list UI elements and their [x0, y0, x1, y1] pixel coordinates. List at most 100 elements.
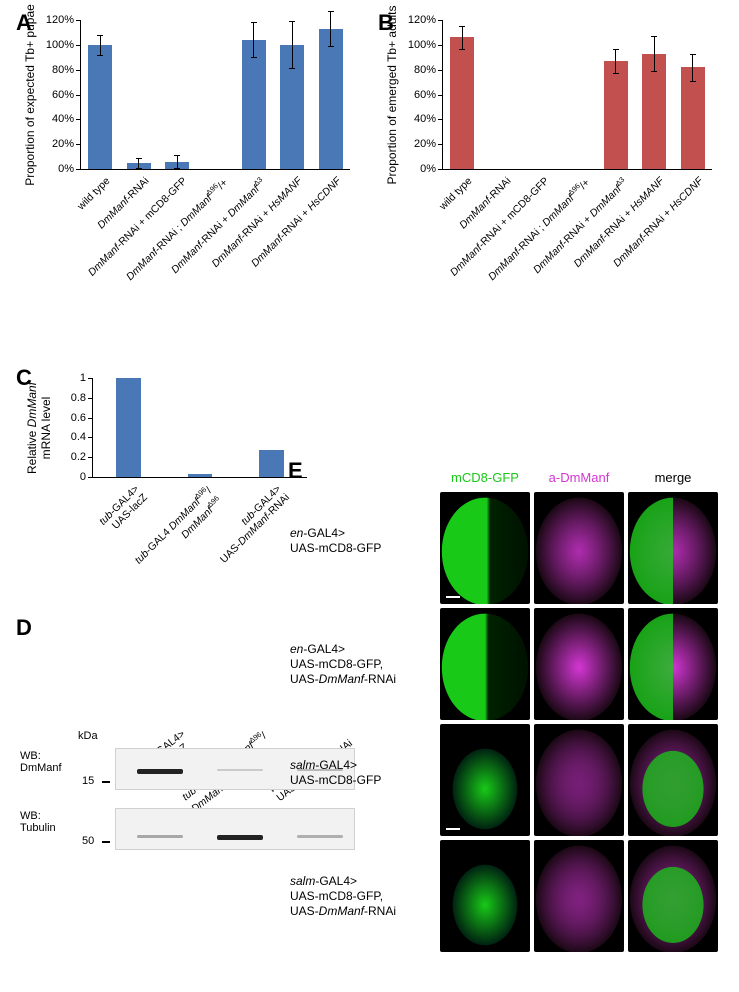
y-tick-label: 60% — [414, 89, 443, 101]
panel-e-row-label: en-GAL4>UAS-mCD8-GFP — [290, 526, 435, 556]
panel-e-row-label: salm-GAL4>UAS-mCD8-GFP,UAS-DmManf-RNAi — [290, 874, 435, 919]
wb-band — [137, 769, 183, 774]
y-tick-label: 20% — [52, 138, 81, 150]
error-bar — [138, 158, 139, 168]
bar — [188, 474, 213, 477]
microscopy-image — [534, 724, 624, 836]
panel-a-chart: 0%20%40%60%80%100%120%Proportion of expe… — [80, 20, 370, 170]
error-bar — [615, 49, 616, 74]
wb-band — [217, 835, 263, 840]
wb-marker-tick — [102, 781, 110, 783]
y-tick-label: 120% — [46, 14, 81, 26]
error-bar — [177, 155, 178, 167]
microscopy-image — [534, 840, 624, 952]
error-bar — [292, 21, 293, 68]
error-bar — [462, 26, 463, 48]
x-axis-label: tub-GAL4>UAS-DmManf-RNAi — [210, 483, 293, 566]
panel-e-col-header: a-DmManf — [534, 470, 624, 485]
microscopy-image — [440, 840, 530, 952]
wb-band — [217, 769, 263, 771]
error-cap — [328, 11, 334, 12]
error-bar — [330, 11, 331, 46]
bar — [242, 40, 266, 169]
microscopy-image — [534, 608, 624, 720]
y-tick-label: 80% — [52, 64, 81, 76]
microscopy-image — [440, 608, 530, 720]
figure: A 0%20%40%60%80%100%120%Proportion of ex… — [10, 10, 729, 982]
error-cap — [613, 73, 619, 74]
wb-row-label: WB: DmManf — [20, 750, 62, 774]
error-cap — [651, 36, 657, 37]
y-tick-label: 0 — [80, 471, 93, 483]
bar — [259, 450, 284, 477]
bar — [319, 29, 343, 169]
panel-e-col-header: merge — [628, 470, 718, 485]
microscopy-image — [534, 492, 624, 604]
panel-b-chart: 0%20%40%60%80%100%120%Proportion of emer… — [442, 20, 732, 170]
bar — [604, 61, 628, 169]
bar — [450, 37, 474, 169]
panel-e-row-label: en-GAL4>UAS-mCD8-GFP,UAS-DmManf-RNAi — [290, 642, 435, 687]
bar — [88, 45, 112, 169]
error-cap — [136, 168, 142, 169]
error-cap — [136, 158, 142, 159]
microscopy-image — [628, 608, 718, 720]
y-tick-label: 120% — [408, 14, 443, 26]
bar — [681, 67, 705, 169]
y-tick-label: 20% — [414, 138, 443, 150]
error-cap — [328, 46, 334, 47]
y-axis-label: Proportion of expected Tb+ pupae — [23, 4, 37, 186]
microscopy-image — [440, 492, 530, 604]
error-cap — [690, 54, 696, 55]
scale-bar — [446, 828, 460, 830]
x-axis-label: wild type — [437, 175, 474, 212]
y-axis-label: Relative DmManfmRNA level — [25, 381, 53, 473]
error-cap — [690, 81, 696, 82]
error-cap — [651, 71, 657, 72]
y-tick-label: 0.8 — [71, 392, 93, 404]
panel-c-axes: 00.20.40.60.81Relative DmManfmRNA levelt… — [92, 378, 307, 478]
y-tick-label: 0.4 — [71, 431, 93, 443]
y-tick-label: 60% — [52, 89, 81, 101]
microscopy-image — [440, 724, 530, 836]
error-bar — [100, 35, 101, 55]
panel-b-axes: 0%20%40%60%80%100%120%Proportion of emer… — [442, 20, 712, 170]
y-tick-label: 100% — [46, 39, 81, 51]
bar — [116, 378, 141, 477]
y-tick-label: 0% — [58, 163, 81, 175]
error-bar — [692, 54, 693, 81]
error-cap — [289, 68, 295, 69]
error-cap — [289, 21, 295, 22]
microscopy-image — [628, 492, 718, 604]
error-cap — [459, 26, 465, 27]
panel-e-col-header: mCD8-GFP — [440, 470, 530, 485]
wb-marker: 50 — [82, 835, 94, 847]
error-cap — [97, 35, 103, 36]
y-tick-label: 0.6 — [71, 412, 93, 424]
microscopy-image — [628, 724, 718, 836]
panel-e-row-label: salm-GAL4>UAS-mCD8-GFP — [290, 758, 435, 788]
y-tick-label: 80% — [414, 64, 443, 76]
y-tick-label: 100% — [408, 39, 443, 51]
y-tick-label: 0% — [420, 163, 443, 175]
x-axis-label: wild type — [75, 175, 112, 212]
error-cap — [251, 57, 257, 58]
error-cap — [97, 55, 103, 56]
error-cap — [174, 168, 180, 169]
error-cap — [613, 49, 619, 50]
error-bar — [654, 36, 655, 71]
error-bar — [253, 22, 254, 57]
scale-bar — [446, 596, 460, 598]
y-tick-label: 1 — [80, 372, 93, 384]
y-axis-label: Proportion of emerged Tb+ adults — [385, 5, 399, 184]
wb-marker-tick — [102, 841, 110, 843]
kda-label: kDa — [78, 730, 98, 742]
error-cap — [174, 155, 180, 156]
panel-a-axes: 0%20%40%60%80%100%120%Proportion of expe… — [80, 20, 350, 170]
microscopy-image — [628, 840, 718, 952]
y-tick-label: 40% — [414, 113, 443, 125]
error-cap — [251, 22, 257, 23]
x-axis-label: tub-GAL4>UAS-lacZ — [97, 483, 150, 536]
wb-marker: 15 — [82, 775, 94, 787]
wb-band — [137, 835, 183, 838]
